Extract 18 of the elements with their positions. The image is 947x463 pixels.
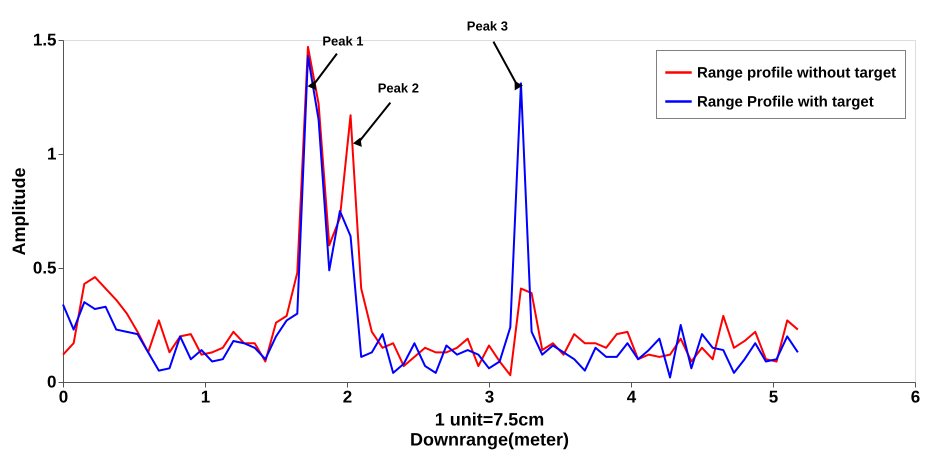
y-tick-label: 0.5	[32, 258, 56, 278]
annotation: Peak 2	[378, 80, 419, 96]
x-tick-label: 1	[200, 388, 210, 406]
x-tick-label: 3	[484, 388, 494, 406]
legend-label: Range profile without target	[697, 64, 896, 82]
x-tick-label: 0	[58, 388, 68, 406]
y-tick-label: 0	[47, 372, 56, 392]
legend-label: Range Profile with target	[697, 94, 874, 110]
y-axis-title: Amplitude	[8, 168, 29, 256]
y-tick-label: 1.5	[32, 30, 56, 50]
annotation: Peak 1	[322, 34, 364, 49]
annotation: Peak 3	[466, 18, 508, 34]
x-axis-title: 1 unit=7.5cm Downrange(meter)	[410, 410, 570, 450]
x-tick-label: 6	[910, 388, 920, 406]
x-tick-label: 2	[342, 388, 352, 406]
x-tick-label: 4	[626, 388, 637, 406]
x-tick-label: 5	[768, 388, 778, 406]
y-tick-label: 1	[47, 144, 56, 164]
